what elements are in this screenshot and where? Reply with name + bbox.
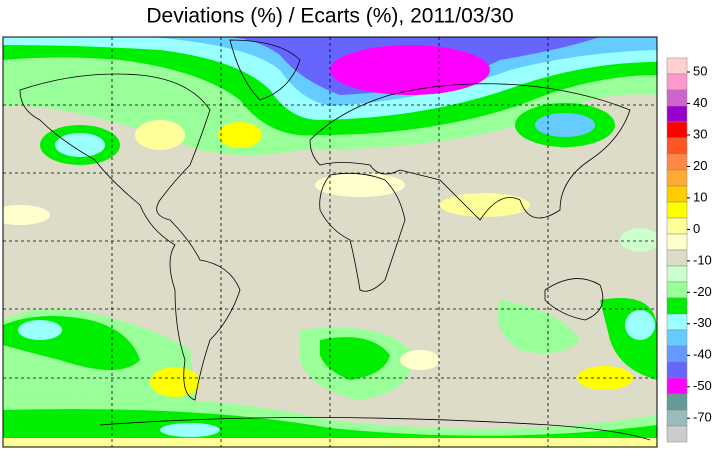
color-box <box>666 409 688 427</box>
color-box <box>666 377 688 395</box>
color-box <box>666 313 688 331</box>
color-box <box>666 281 688 299</box>
color-box <box>666 233 688 251</box>
color-box <box>666 105 688 123</box>
color-box <box>666 329 688 347</box>
color-box <box>666 201 688 219</box>
color-box <box>666 297 688 315</box>
color-box <box>666 89 688 107</box>
color-box <box>666 73 688 91</box>
colorbar-label: -20 <box>693 284 712 299</box>
color-box <box>666 217 688 235</box>
color-box <box>666 393 688 411</box>
color-box <box>666 265 688 283</box>
color-box <box>666 425 688 443</box>
color-box <box>666 249 688 267</box>
color-box <box>666 153 688 171</box>
color-box <box>666 345 688 363</box>
color-box <box>666 137 688 155</box>
colorbar-label: -40 <box>693 347 712 362</box>
colorbar-label: 40 <box>693 95 707 110</box>
color-box <box>666 361 688 379</box>
colorbar: 50 40 30 20 10 0 -10 -20 -30 -40 -50 -70 <box>666 57 712 443</box>
color-box <box>666 121 688 139</box>
color-box <box>666 169 688 187</box>
colorbar-label: 30 <box>693 126 707 141</box>
color-box <box>666 185 688 203</box>
map <box>3 37 657 447</box>
colorbar-label: -70 <box>693 410 712 425</box>
colorbar-label: 20 <box>693 158 707 173</box>
colorbar-label: -50 <box>693 378 712 393</box>
colorbar-label: -30 <box>693 315 712 330</box>
colorbar-label: 0 <box>693 221 700 236</box>
title: Deviations (%) / Ecarts (%), 2011/03/30 <box>146 5 513 28</box>
colorbar-label: -10 <box>693 252 712 267</box>
colorbar-label: 50 <box>693 63 707 78</box>
map-frame <box>2 36 658 448</box>
colorbar-label: 10 <box>693 189 707 204</box>
color-box <box>666 57 688 75</box>
